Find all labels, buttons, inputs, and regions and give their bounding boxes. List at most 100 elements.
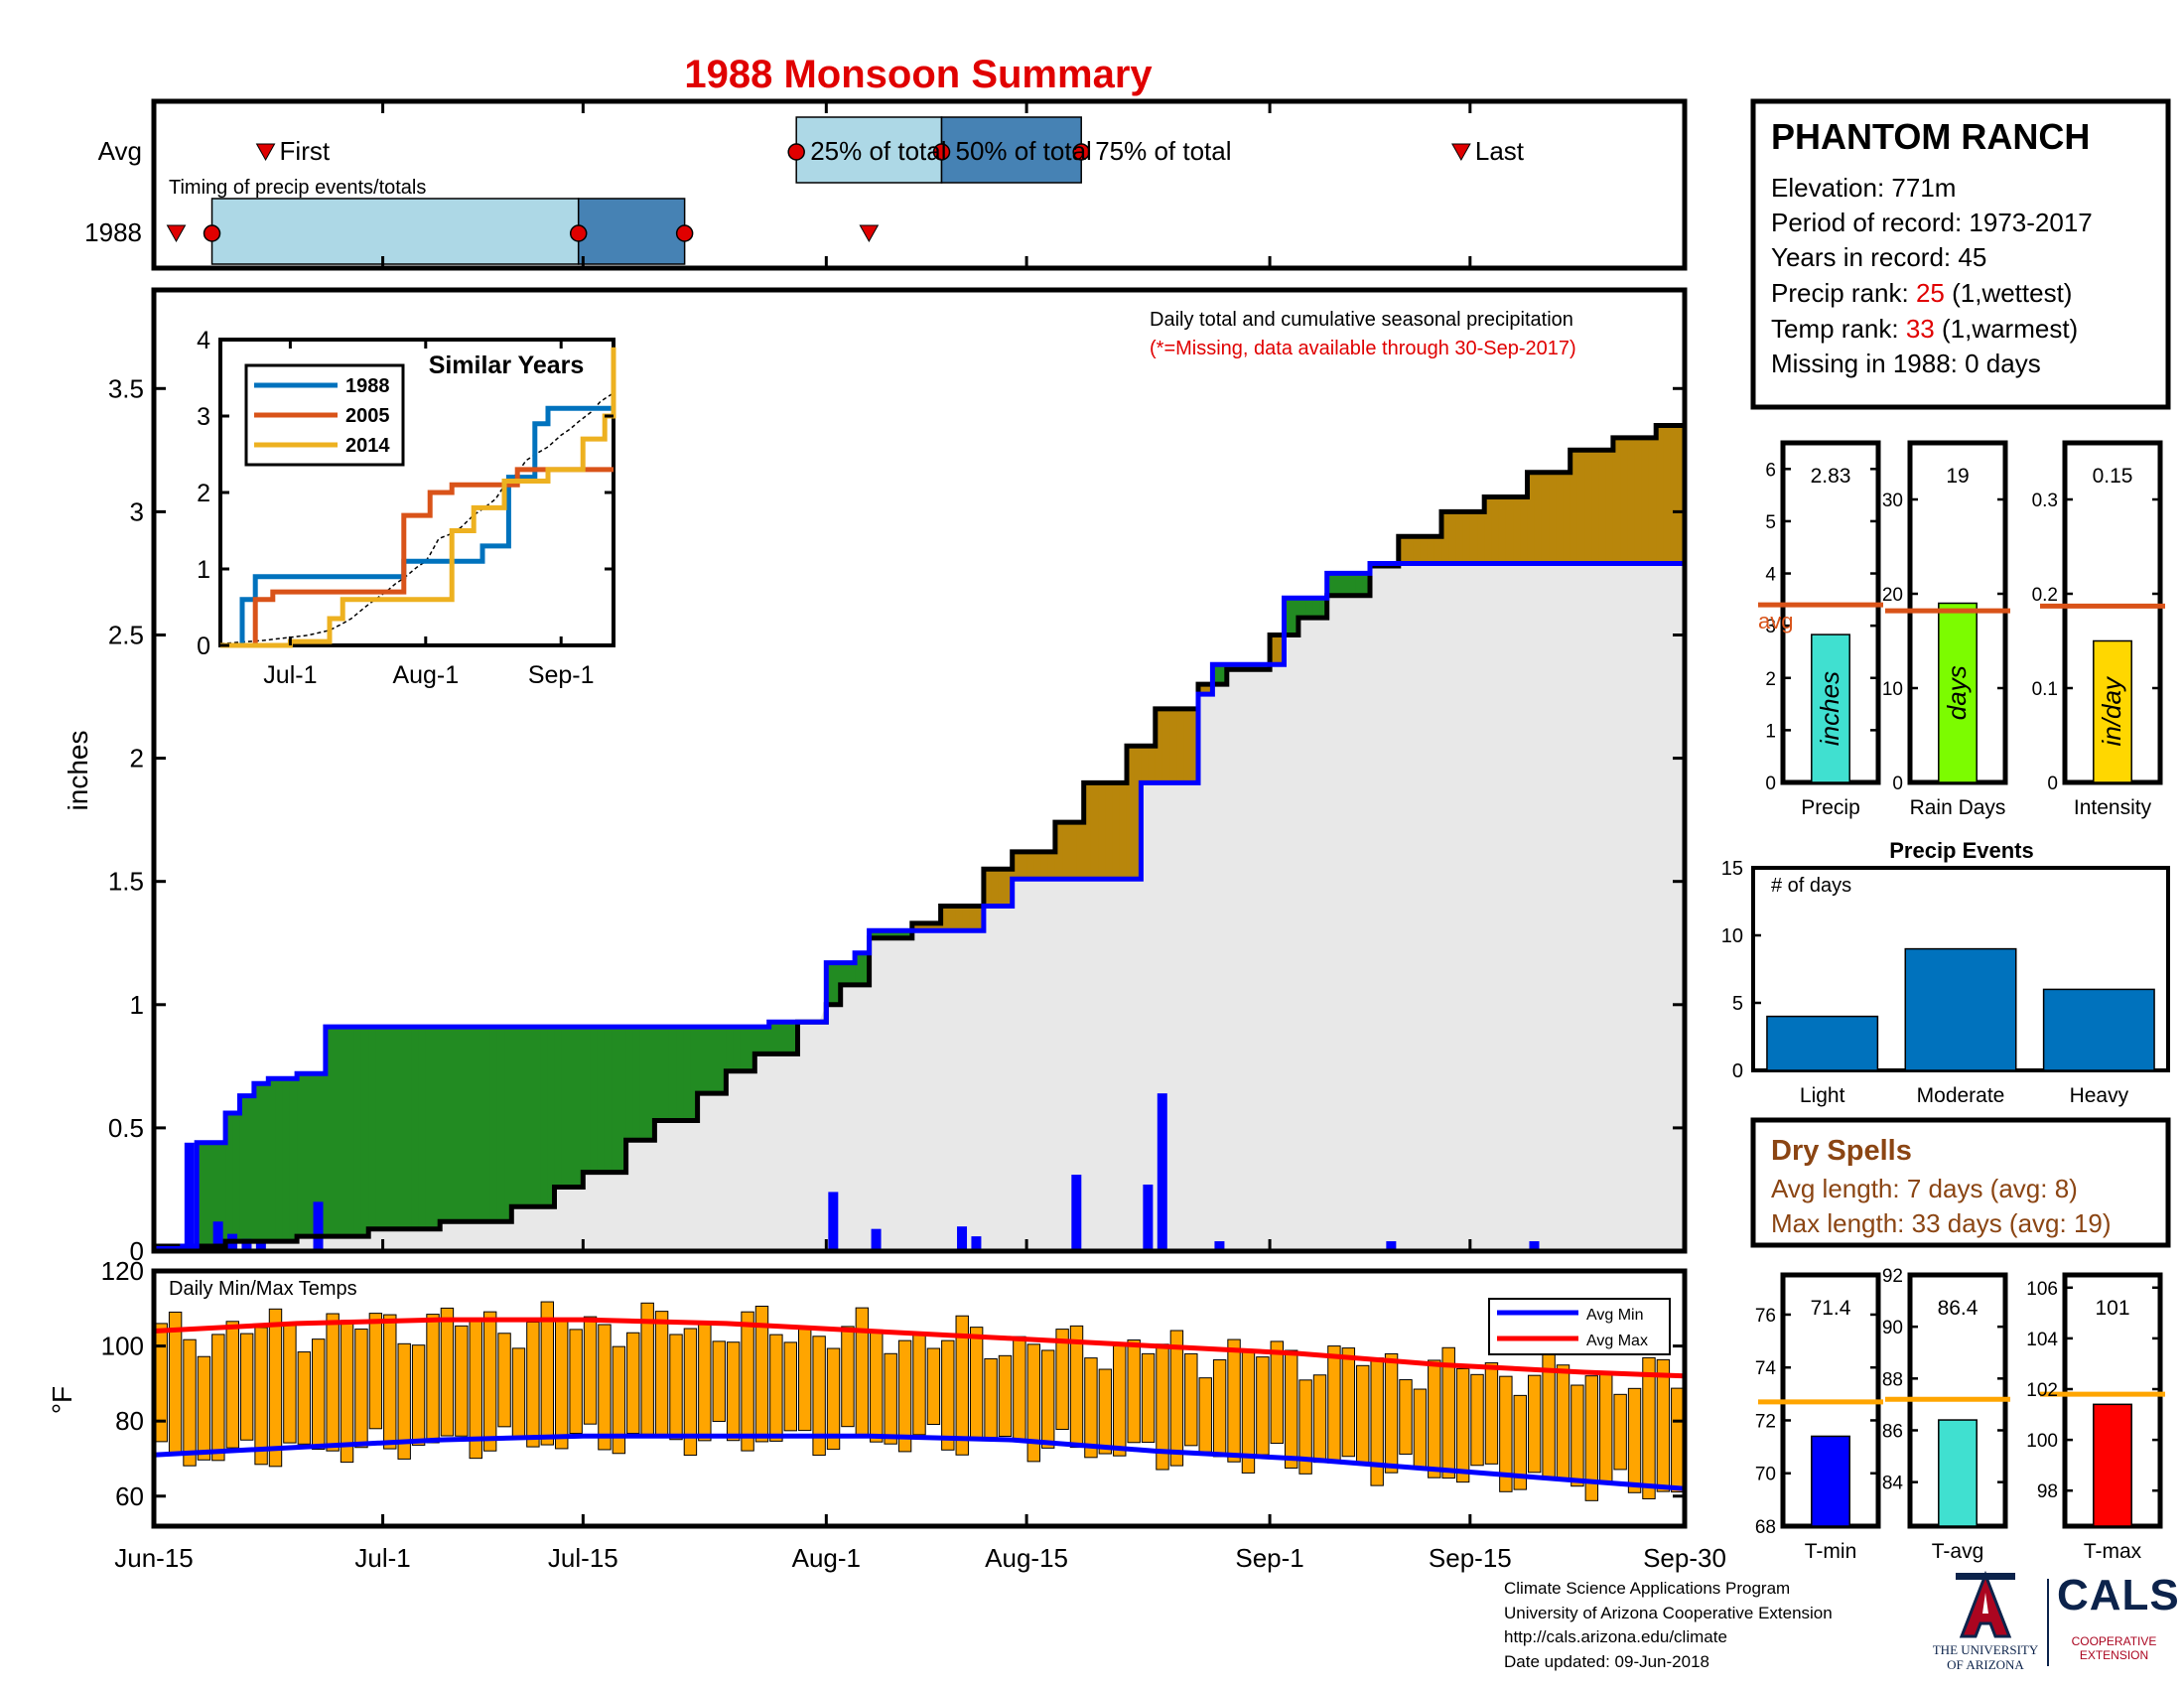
surplus-fill (418, 1027, 427, 1229)
temp-range-bar (654, 1311, 669, 1437)
temp-frame (151, 1268, 1688, 1529)
precip-rank-prefix: Precip rank: (1771, 278, 1916, 308)
surplus-fill (1362, 573, 1371, 596)
surplus-fill (1319, 598, 1328, 619)
summary-tick-label: 0.1 (2032, 679, 2058, 700)
surplus-fill (210, 1142, 219, 1247)
deficit-fill (1570, 450, 1578, 564)
deficit-fill (926, 922, 935, 931)
deficit-fill (1105, 782, 1114, 880)
precip-event-label-light: Light (1800, 1084, 1845, 1107)
deficit-fill (983, 869, 992, 907)
temp-tick-label: 70 (1755, 1465, 1776, 1485)
temp-range-bar (1212, 1359, 1227, 1458)
temp-range-bar (1184, 1352, 1198, 1447)
temp-range-bar (969, 1327, 984, 1440)
ua-block-a-icon (1956, 1570, 2015, 1638)
surplus-fill (425, 1027, 434, 1229)
timing-75pct-label: 75% of total (1095, 136, 1231, 166)
temp-value-label-0: 71.4 (1811, 1297, 1851, 1320)
temp-range-bar (855, 1307, 870, 1436)
deficit-fill (1441, 511, 1449, 564)
inset-y-tick-label: 1 (197, 556, 210, 584)
precip-y-tick-label: 1.5 (108, 867, 144, 897)
temp-range-bar (769, 1334, 783, 1442)
surplus-fill (353, 1027, 362, 1237)
surplus-fill (833, 962, 842, 1005)
temp-tick-label: 84 (1882, 1474, 1904, 1494)
temp-axis-label-1: T-avg (1932, 1540, 1984, 1563)
summary-unit-label-2: in/day (2097, 675, 2126, 746)
deficit-fill (1469, 511, 1478, 564)
surplus-fill (883, 930, 891, 938)
deficit-fill (1612, 437, 1621, 564)
temp-range-bar (583, 1316, 598, 1425)
inset-ticks: 0 1 2 3 4 Jul-1 Aug-1 Sep-1 (197, 327, 614, 689)
daily-precip-bar (828, 1192, 839, 1251)
surplus-fill (719, 1027, 728, 1094)
deficit-fill (998, 869, 1007, 907)
date-x-tick-label: Sep-15 (1429, 1543, 1512, 1573)
university-of-arizona-logo: THE UNIVERSITY OF ARIZONA (1916, 1569, 2055, 1673)
surplus-fill (246, 1095, 255, 1242)
temp-range-bar (926, 1347, 941, 1425)
temp-range-bar (1527, 1374, 1542, 1474)
deficit-fill (962, 906, 971, 931)
1988-first-marker (166, 224, 187, 243)
temp-tick-label: 74 (1755, 1358, 1777, 1379)
temp-range-bar (1599, 1373, 1613, 1482)
summary-unit-label-0: inches (1815, 671, 1844, 746)
timing-50pct-label: 50% of total (956, 136, 1092, 166)
temp-tick-label: 102 (2026, 1380, 2058, 1401)
temp-range-bar (1642, 1356, 1656, 1499)
cumulative-base-area (154, 553, 1685, 1251)
deficit-fill (1670, 425, 1679, 564)
temp-range-bar (754, 1305, 769, 1443)
temp-axis-label-0: T-min (1805, 1540, 1857, 1563)
surplus-fill (297, 1073, 305, 1237)
temp-range-bar (526, 1321, 540, 1448)
temp-range-bar (1040, 1349, 1055, 1449)
temp-range-bar (397, 1342, 411, 1460)
surplus-fill (890, 930, 898, 938)
temp-range-bar (941, 1339, 955, 1451)
inset-y-tick-label: 4 (197, 327, 210, 354)
surplus-fill (476, 1027, 484, 1222)
deficit-fill (919, 922, 927, 931)
daily-precip-bar (313, 1201, 324, 1251)
date-x-tick-label: Sep-30 (1643, 1543, 1726, 1573)
surplus-fill (783, 1022, 791, 1055)
temp-range-bar (712, 1340, 726, 1422)
surplus-fill (311, 1073, 320, 1237)
temp-range-bar (254, 1327, 268, 1466)
deficit-fill (1040, 851, 1049, 880)
daily-precip-bar (1386, 1241, 1397, 1251)
deficit-fill (1126, 746, 1135, 880)
temp-y-tick-label: 120 (101, 1256, 144, 1286)
temp-range-bar (1570, 1384, 1584, 1487)
deficit-fill (1598, 450, 1607, 564)
surplus-fill (518, 1027, 527, 1207)
precip-chart: 0 0.5 1 1.5 2 2.5 3 3.5 inches Daily total and … (63, 287, 1688, 1266)
temp-range-bar (1356, 1364, 1370, 1464)
summary-tick-label: 30 (1882, 491, 1903, 511)
deficit-fill (976, 906, 985, 931)
temp-range-bar (326, 1313, 340, 1452)
temp-range-bar (297, 1351, 312, 1445)
temp-range-bar (1113, 1345, 1127, 1457)
inset-x-tick-label: Sep-1 (528, 661, 595, 689)
temp-range-bar (154, 1323, 168, 1443)
inset-x-tick-label: Jul-1 (263, 661, 317, 689)
inset-x-tick-label: Aug-1 (392, 661, 459, 689)
precip-missing-note: (*=Missing, data available through 30-Se… (1150, 338, 1576, 359)
daily-precip-bar (1143, 1184, 1154, 1251)
daily-precip-bar (957, 1226, 968, 1251)
summary-tick-label: 2 (1765, 669, 1776, 690)
surplus-fill (676, 1027, 684, 1121)
surplus-fill (482, 1027, 491, 1222)
1988-50-75-bar (577, 198, 686, 265)
precip-y-label: inches (63, 731, 93, 811)
deficit-fill (1527, 472, 1536, 564)
surplus-fill (411, 1027, 420, 1229)
deficit-fill (1047, 851, 1056, 880)
